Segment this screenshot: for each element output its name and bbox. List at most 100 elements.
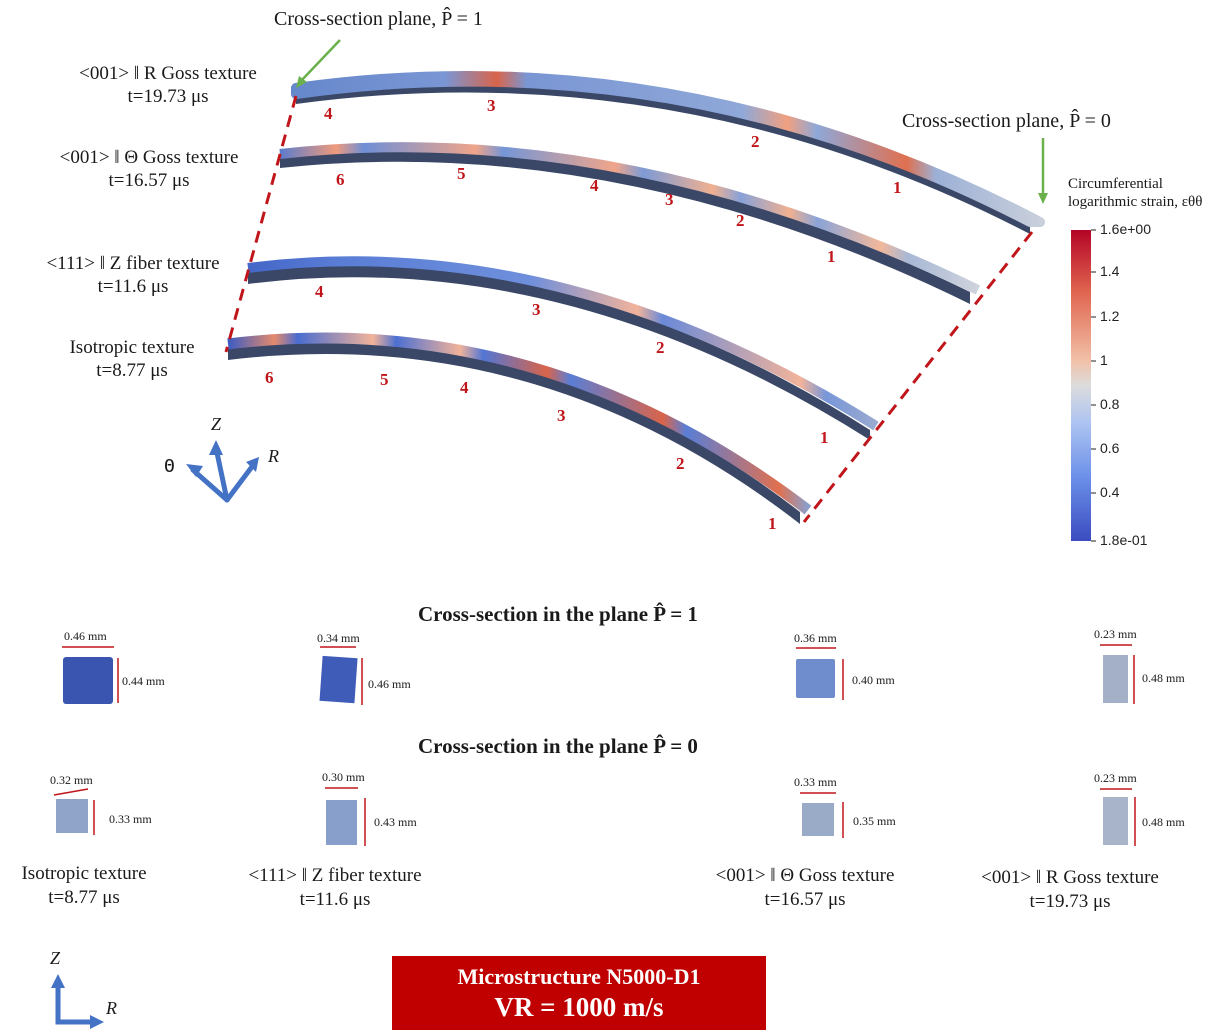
neck-number: 4: [324, 104, 333, 123]
neck-number: 1: [893, 178, 902, 197]
cs-label-isotropic: Isotropic texture t=8.77 μs: [4, 862, 164, 910]
colorbar-title-line2: logarithmic strain, εθθ: [1068, 194, 1203, 210]
cs-p1-isotropic: [63, 657, 113, 704]
cs-label-time: t=8.77 μs: [48, 887, 120, 908]
cs-label-theta: <001> ‖ Θ Goss texture t=16.57 μs: [694, 864, 916, 912]
colorbar-tick: 0.8: [1100, 396, 1120, 412]
dim-label: 0.23 mm: [1094, 627, 1137, 641]
microstructure-badge: Microstructure N5000-D1 VR = 1000 m/s: [392, 956, 766, 1030]
beam-1-title: <001> ‖ R Goss texture: [79, 63, 257, 84]
neck-number: 2: [676, 454, 685, 473]
cs-p0-theta: [802, 803, 834, 836]
axis2d-r-label: R: [106, 998, 117, 1018]
beam-1-top: [291, 70, 1045, 227]
dim-label: 0.46 mm: [64, 629, 107, 643]
arrow-p0-head: [1038, 193, 1048, 204]
neck-number: 3: [487, 96, 496, 115]
dim-label: 0.46 mm: [368, 677, 411, 691]
dashed-line-p0: [802, 231, 1034, 523]
neck-number: 4: [315, 282, 324, 301]
axes-3d: [190, 445, 257, 503]
beam-4-side: [228, 341, 800, 524]
beam-3-label: <111> ‖ Z fiber texture t=11.6 μs: [26, 252, 240, 298]
beam-3-time: t=11.6 μs: [97, 276, 169, 297]
badge-line1: Microstructure N5000-D1: [457, 964, 701, 989]
cs-label-title: <001> ‖ Θ Goss texture: [715, 865, 895, 886]
dim-label: 0.40 mm: [852, 673, 895, 687]
dim-label: 0.44 mm: [122, 674, 165, 688]
axis2d-z-label: Z: [50, 948, 61, 968]
axis-z-label: Z: [211, 414, 222, 434]
beam-2-title: <001> ‖ Θ Goss texture: [59, 147, 239, 168]
cs-p1-theta: [796, 659, 835, 698]
cs-label-title: <111> ‖ Z fiber texture: [248, 865, 422, 886]
arrow-p1-head: [296, 76, 307, 88]
colorbar-tick: 0.6: [1100, 440, 1120, 456]
cs-label-time: t=19.73 μs: [1029, 891, 1111, 912]
dim-label: 0.33 mm: [794, 775, 837, 789]
beam-3-side: [248, 265, 870, 440]
beam-2-top: [279, 142, 981, 295]
beam-4-time: t=8.77 μs: [96, 360, 168, 381]
dim-label: 0.43 mm: [374, 815, 417, 829]
axis-r-label: R: [268, 446, 279, 466]
dim-label: 0.36 mm: [794, 631, 837, 645]
beam-3-top: [247, 256, 879, 431]
neck-number: 5: [457, 164, 466, 183]
colorbar: [1071, 230, 1091, 541]
neck-number: 6: [265, 368, 274, 387]
neck-number: 1: [827, 247, 836, 266]
cs-p0-isotropic: [56, 799, 88, 833]
beam-3-title: <111> ‖ Z fiber texture: [46, 253, 220, 274]
dashed-line-p1: [224, 95, 298, 353]
beam-2-side: [280, 151, 970, 304]
neck-number: 4: [590, 176, 599, 195]
beam-1-time: t=19.73 μs: [127, 86, 209, 107]
badge-line2: VR = 1000 m/s: [494, 992, 664, 1022]
neck-number: 3: [557, 406, 566, 425]
dim-label: 0.33 mm: [109, 812, 152, 826]
dim-label: 0.23 mm: [1094, 771, 1137, 785]
beam-4-top: [227, 332, 812, 515]
cs-label-time: t=11.6 μs: [299, 889, 371, 910]
cs-p0-r: [1103, 797, 1128, 845]
neck-number: 2: [736, 211, 745, 230]
cs-label-time: t=16.57 μs: [764, 889, 846, 910]
cs-p1-r: [1103, 655, 1128, 703]
neck-number: 4: [460, 378, 469, 397]
neck-number: 5: [380, 370, 389, 389]
beam-1-label: <001> ‖ R Goss texture t=19.73 μs: [58, 62, 278, 108]
callout-p0: Cross-section plane, P̂ = 0: [902, 110, 1111, 132]
cs-heading-p1: Cross-section in the plane P̂ = 1: [418, 602, 698, 626]
axes-2d: [55, 982, 96, 1025]
neck-number: 6: [336, 170, 345, 189]
neck-number: 2: [656, 338, 665, 357]
colorbar-tick: 0.4: [1100, 484, 1120, 500]
cs-label-title: Isotropic texture: [21, 863, 147, 884]
cs-label-r: <001> ‖ R Goss texture t=19.73 μs: [960, 866, 1180, 914]
colorbar-title: Circumferential logarithmic strain, εθθ: [1068, 175, 1202, 211]
neck-number: 2: [751, 132, 760, 151]
cs-label-title: <001> ‖ R Goss texture: [981, 867, 1159, 888]
dim-label: 0.34 mm: [317, 631, 360, 645]
dim-label: 0.30 mm: [322, 770, 365, 784]
beam-4-label: Isotropic texture t=8.77 μs: [52, 336, 212, 382]
colorbar-tick: 1.6e+00: [1100, 221, 1151, 237]
cs-p1-fiber: [319, 655, 358, 704]
callout-p1: Cross-section plane, P̂ = 1: [274, 8, 483, 30]
neck-number: 3: [665, 190, 674, 209]
dim-label: 0.48 mm: [1142, 671, 1185, 685]
dimension-arrows: [53, 644, 1136, 846]
colorbar-tick: 1: [1100, 352, 1108, 368]
dim-label: 0.32 mm: [50, 773, 93, 787]
beam-2-label: <001> ‖ Θ Goss texture t=16.57 μs: [38, 146, 260, 192]
colorbar-tick: 1.2: [1100, 308, 1120, 324]
colorbar-tick: 1.4: [1100, 263, 1120, 279]
colorbar-tick: 1.8e-01: [1100, 532, 1148, 548]
colorbar-title-line1: Circumferential: [1068, 176, 1163, 192]
beam-4-title: Isotropic texture: [69, 337, 195, 358]
axis-theta-label: Θ: [164, 456, 175, 477]
cs-p0-fiber: [326, 800, 357, 845]
arrow-p1: [299, 39, 341, 83]
